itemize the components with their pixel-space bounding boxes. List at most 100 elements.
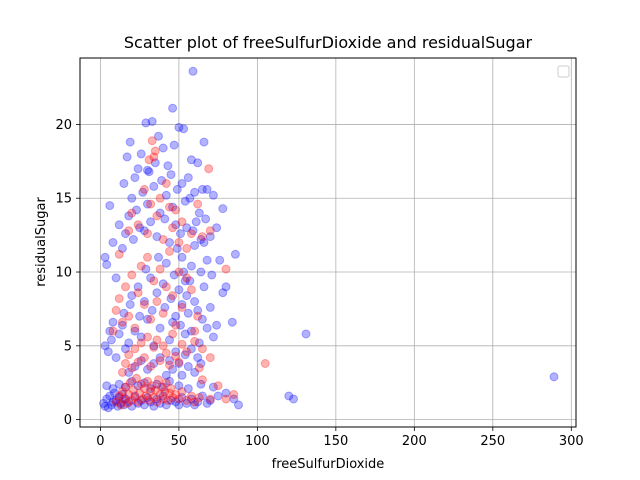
data-point-series-1 [161, 378, 171, 388]
data-point-series-0 [114, 379, 124, 389]
data-point-series-0 [144, 167, 154, 177]
data-point-series-0 [177, 370, 187, 380]
data-point-series-0 [100, 252, 110, 262]
data-point-series-1 [205, 353, 215, 363]
data-point-series-1 [193, 311, 203, 321]
data-point-series-1 [143, 332, 152, 342]
data-point-series-0 [169, 140, 179, 150]
data-point-series-1 [108, 326, 118, 336]
data-point-series-0 [221, 282, 231, 292]
data-point-series-0 [143, 199, 152, 209]
data-point-series-1 [174, 267, 184, 277]
data-point-series-0 [197, 184, 207, 194]
data-point-series-0 [174, 400, 184, 410]
data-point-series-0 [146, 217, 156, 227]
data-point-series-0 [130, 173, 140, 183]
data-point-series-1 [155, 356, 165, 366]
data-point-series-0 [135, 223, 145, 233]
data-point-series-0 [199, 282, 209, 292]
data-point-series-0 [169, 270, 179, 280]
data-point-series-1 [114, 294, 124, 304]
data-point-series-0 [146, 397, 156, 407]
data-point-series-1 [150, 385, 160, 395]
data-point-series-1 [130, 393, 140, 402]
data-point-series-0 [106, 400, 116, 410]
data-point-series-0 [119, 308, 129, 318]
data-point-series-1 [165, 360, 174, 370]
data-point-series-0 [289, 394, 298, 404]
y-tick-label: 15 [55, 192, 72, 207]
data-point-series-1 [141, 391, 151, 401]
data-point-series-0 [166, 395, 176, 405]
data-point-series-1 [124, 226, 134, 236]
data-point-series-1 [127, 270, 137, 280]
data-point-series-1 [171, 390, 181, 399]
data-point-series-0 [135, 311, 145, 321]
data-point-series-1 [155, 390, 165, 399]
data-point-series-1 [144, 395, 154, 405]
data-point-series-0 [180, 329, 190, 339]
data-point-series-0 [147, 305, 157, 315]
data-point-series-0 [125, 137, 135, 147]
data-point-series-0 [111, 353, 121, 363]
data-point-series-0 [139, 400, 149, 410]
data-point-series-0 [190, 367, 200, 377]
data-point-series-0 [193, 158, 203, 168]
data-point-series-0 [132, 205, 141, 215]
data-point-series-1 [171, 320, 181, 330]
data-point-series-1 [158, 235, 168, 244]
data-point-series-0 [168, 317, 178, 327]
data-point-series-0 [127, 376, 137, 386]
data-point-series-0 [149, 181, 159, 191]
data-point-series-0 [179, 124, 189, 134]
data-point-series-0 [194, 208, 204, 218]
data-point-series-1 [146, 362, 156, 371]
data-point-series-0 [196, 267, 206, 277]
data-point-series-0 [205, 302, 215, 312]
data-point-series-1 [133, 220, 143, 230]
data-point-series-1 [133, 357, 143, 367]
data-point-series-0 [171, 220, 181, 230]
data-point-series-1 [149, 152, 159, 162]
data-point-series-0 [149, 341, 159, 351]
data-point-series-1 [205, 226, 215, 236]
data-point-series-0 [128, 235, 138, 244]
data-point-series-0 [105, 201, 115, 211]
data-point-series-0 [136, 356, 146, 366]
data-point-series-0 [99, 398, 108, 408]
data-point-series-0 [197, 391, 207, 401]
data-point-series-1 [158, 341, 168, 351]
data-point-series-0 [185, 193, 195, 203]
data-point-series-0 [196, 379, 206, 389]
data-point-series-1 [136, 379, 146, 389]
data-point-series-0 [121, 344, 130, 354]
data-point-series-0 [117, 390, 127, 399]
data-point-series-1 [177, 339, 187, 349]
data-point-series-0 [152, 288, 162, 298]
data-point-series-1 [158, 308, 168, 318]
data-point-series-1 [139, 300, 149, 309]
data-point-series-0 [161, 370, 171, 380]
data-point-series-0 [212, 320, 222, 330]
data-point-series-1 [138, 394, 148, 404]
data-point-series-0 [143, 314, 152, 324]
data-point-series-0 [301, 329, 311, 339]
data-point-series-0 [111, 273, 121, 283]
data-point-series-1 [177, 217, 187, 227]
data-point-series-0 [161, 400, 171, 410]
data-point-series-1 [174, 357, 184, 367]
data-point-series-0 [130, 326, 140, 336]
data-point-series-0 [229, 394, 239, 404]
data-point-series-0 [155, 208, 165, 218]
data-point-series-0 [121, 229, 130, 239]
x-tick-label: 300 [559, 434, 584, 449]
data-point-series-1 [182, 395, 192, 405]
data-point-series-1 [205, 394, 215, 404]
data-point-series-1 [161, 282, 171, 292]
data-point-series-1 [111, 305, 121, 315]
data-point-series-0 [124, 338, 134, 348]
x-tick-label: 0 [96, 434, 104, 449]
data-point-series-0 [208, 332, 218, 342]
data-point-series-0 [160, 302, 170, 312]
data-point-series-1 [139, 384, 149, 394]
